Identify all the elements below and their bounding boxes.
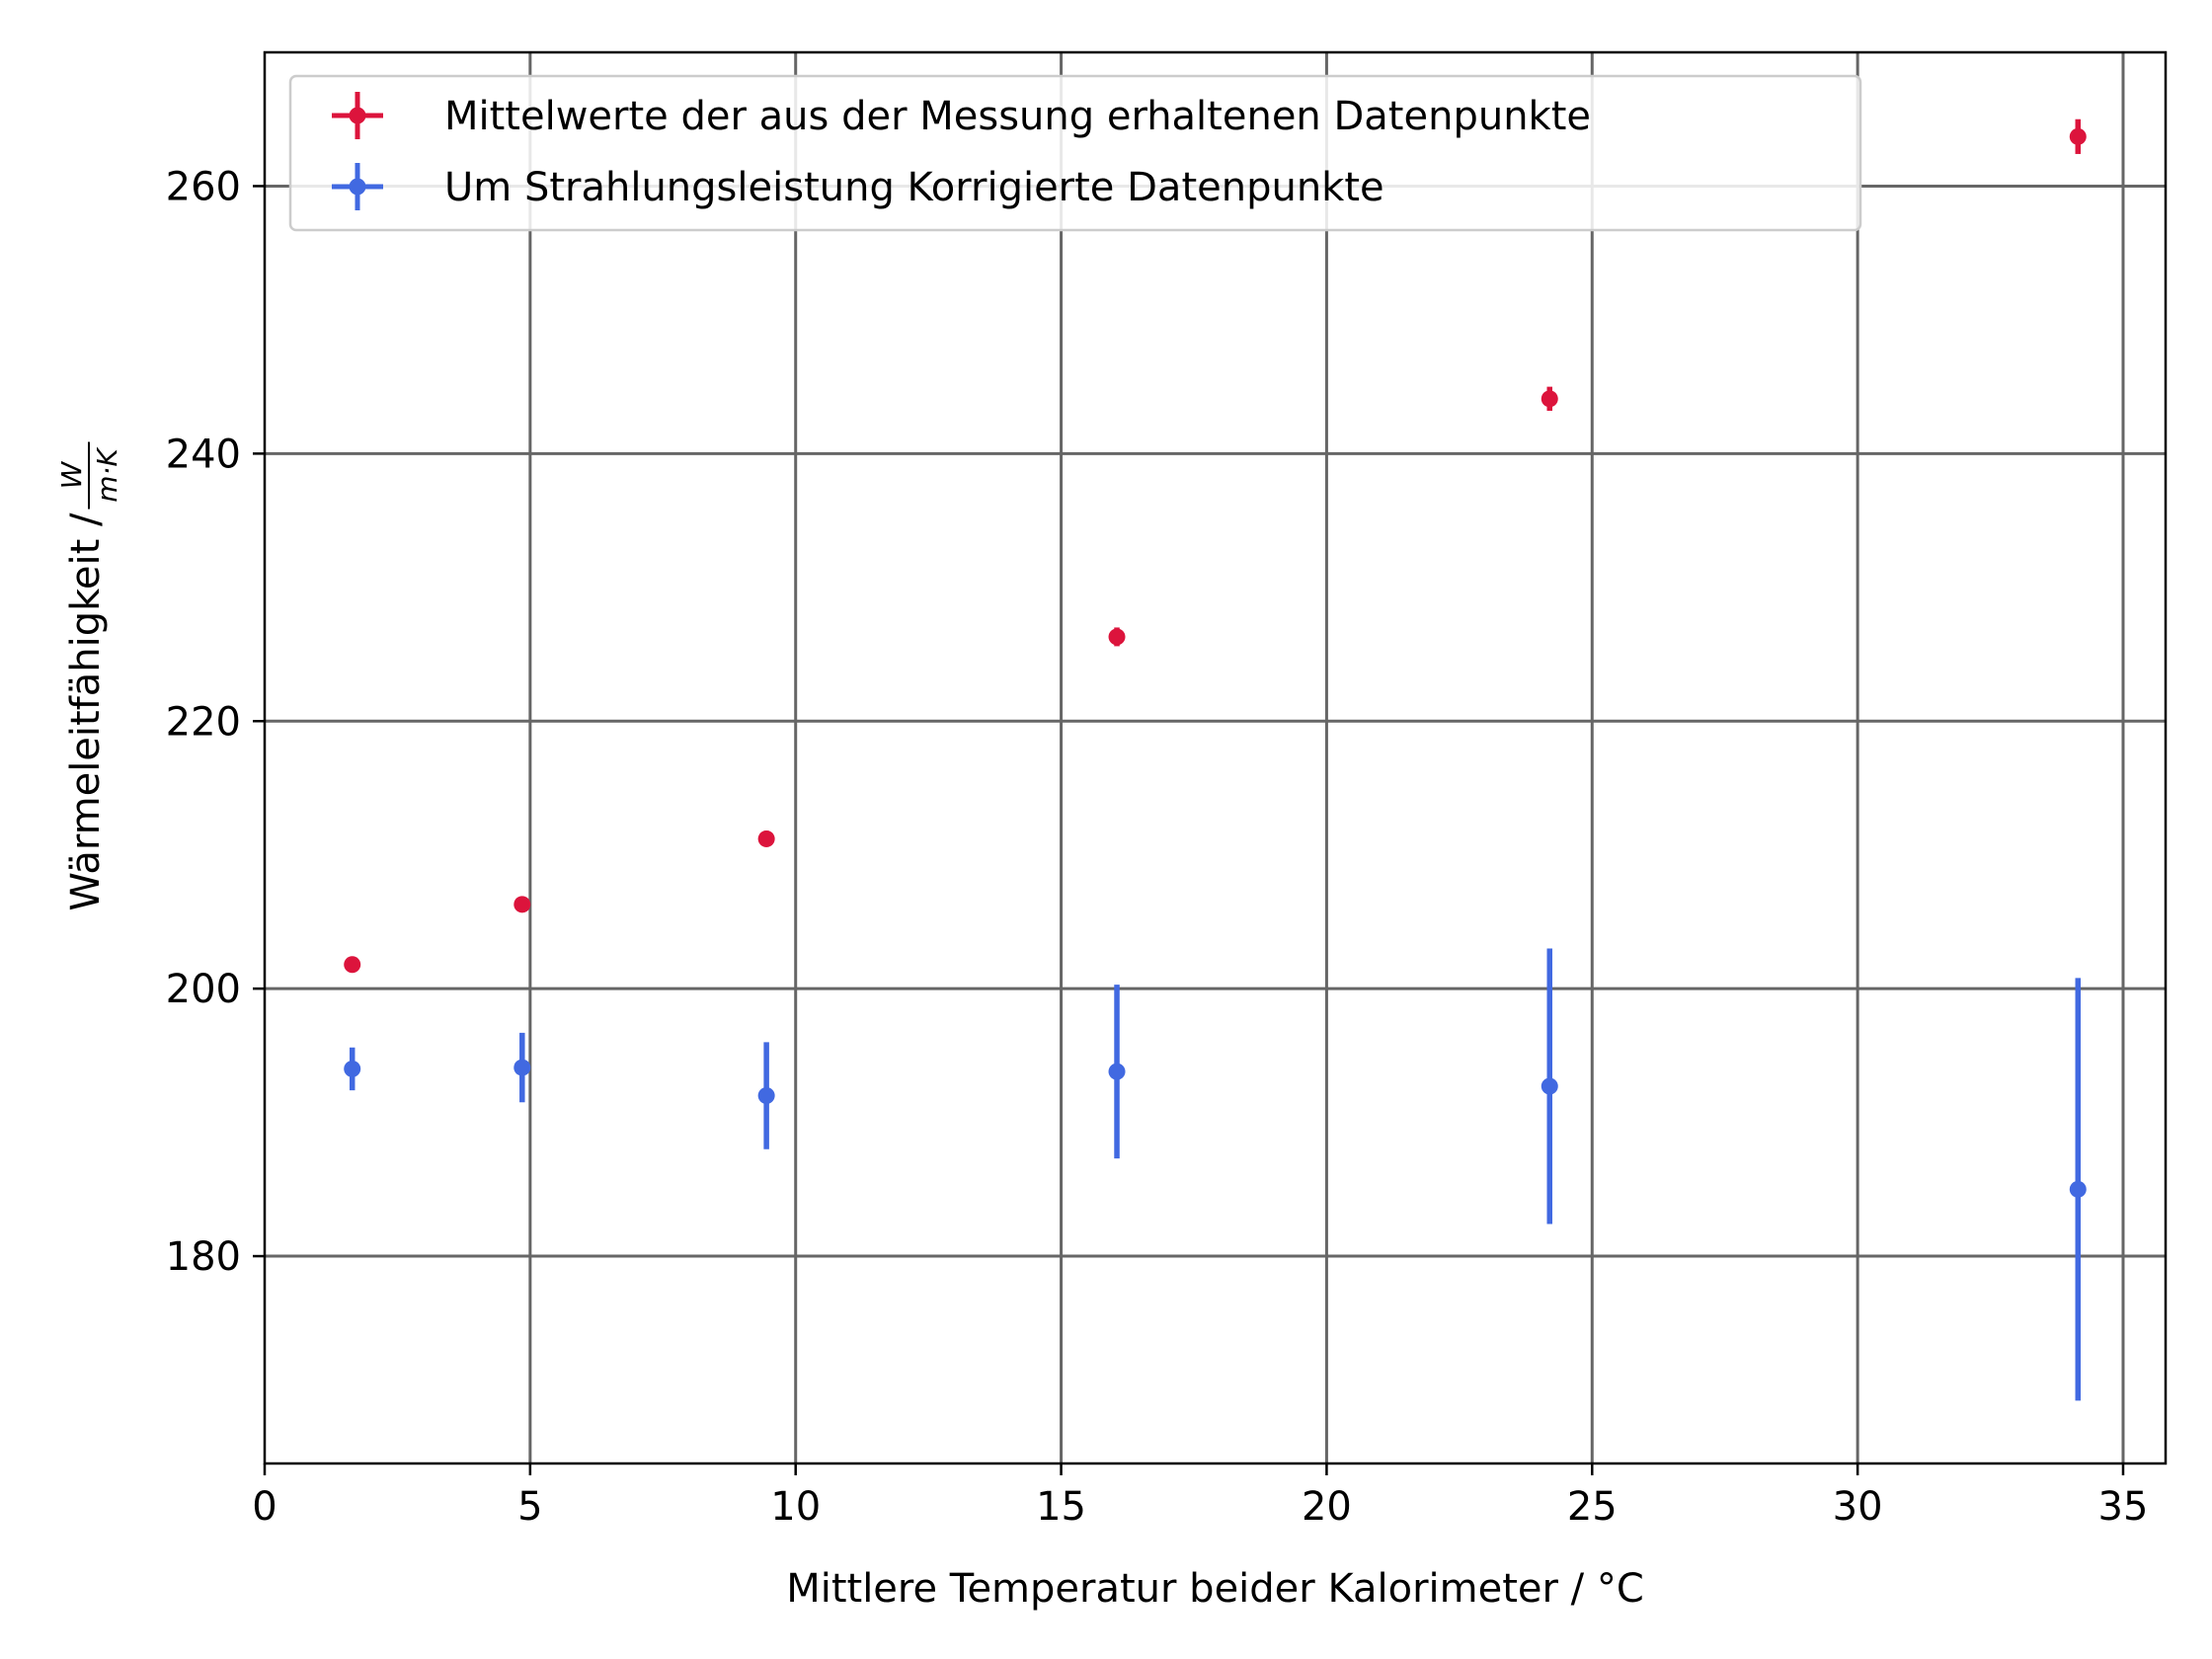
plot-frame [263, 50, 2168, 1465]
data-point [2069, 1180, 2087, 1198]
legend-label: Mittelwerte der aus der Messung erhalten… [444, 94, 1591, 139]
data-point [344, 956, 361, 974]
y-axis-unit-denominator: m·K [91, 446, 123, 503]
axis-ticks: 0 5 10 15 20 25 30 35 180 200 220 240 260 [166, 164, 2149, 1530]
x-tick-label: 30 [1833, 1484, 1883, 1530]
data-point [757, 830, 775, 847]
data-point [514, 896, 531, 913]
legend: Mittelwerte der aus der Messung erhalten… [288, 74, 1862, 232]
series-1 [344, 948, 2087, 1401]
y-axis-label-text: Wärmeleitfähigkeit / [63, 513, 109, 911]
y-axis-label: Wärmeleitfähigkeit / W m·K [55, 441, 123, 911]
data-point [2069, 127, 2087, 145]
x-tick-label: 5 [517, 1484, 542, 1530]
y-tick-label: 240 [166, 432, 241, 477]
y-tick-label: 220 [166, 699, 241, 745]
y-tick-label: 260 [166, 164, 241, 209]
data-point [1540, 390, 1558, 408]
x-tick-label: 20 [1302, 1484, 1352, 1530]
x-tick-label: 0 [252, 1484, 276, 1530]
legend-box [288, 74, 1862, 232]
y-axis-unit-numerator: W [55, 460, 88, 489]
legend-handle-marker [349, 178, 366, 196]
x-tick-label: 25 [1567, 1484, 1618, 1530]
x-tick-label: 10 [770, 1484, 821, 1530]
legend-label: Um Strahlungsleistung Korrigierte Datenp… [444, 165, 1384, 210]
data-point [1108, 628, 1126, 646]
x-axis-label: Mittlere Temperatur beider Kalorimeter /… [786, 1566, 1644, 1612]
y-tick-label: 180 [166, 1234, 241, 1280]
series-0 [344, 118, 2087, 974]
legend-handle-marker [349, 107, 366, 124]
x-tick-label: 15 [1036, 1484, 1086, 1530]
data-marks [344, 118, 2087, 1401]
data-point [514, 1059, 531, 1076]
data-point [344, 1060, 361, 1077]
y-tick-label: 200 [166, 967, 241, 1012]
x-tick-label: 35 [2098, 1484, 2149, 1530]
data-point [757, 1087, 775, 1105]
data-point [1540, 1077, 1558, 1095]
data-point [1108, 1063, 1126, 1080]
